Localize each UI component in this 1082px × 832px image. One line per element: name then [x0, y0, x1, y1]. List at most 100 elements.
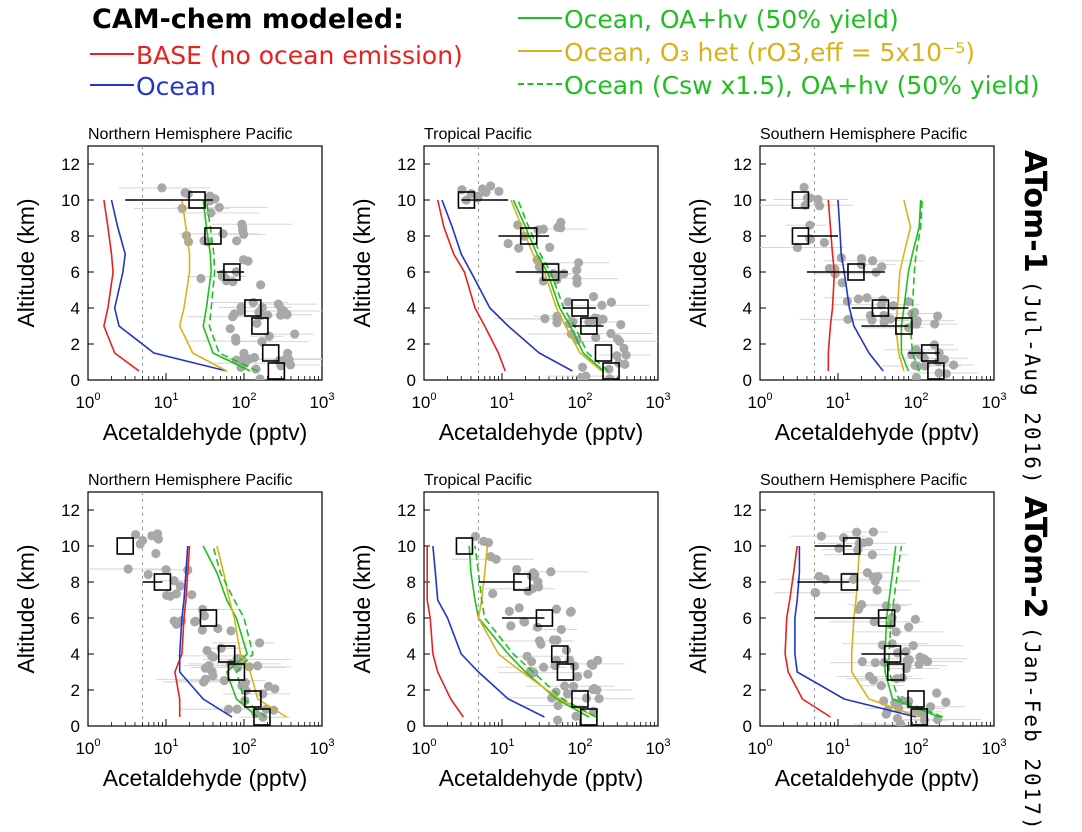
observation-point: [941, 697, 951, 707]
y-tick-label: 0: [743, 717, 752, 736]
median-box: [513, 573, 531, 591]
y-tick-label: 6: [743, 609, 752, 628]
y-tick-label: 10: [733, 537, 752, 556]
model-line: [900, 199, 922, 372]
y-tick-label: 10: [397, 537, 416, 556]
y-axis-label: Altitude (km): [685, 544, 711, 673]
observation-point: [207, 666, 217, 677]
median-box: [847, 263, 865, 281]
x-tick-exponent: 1: [172, 391, 178, 403]
observation-point: [881, 709, 891, 719]
observation-point: [257, 337, 267, 347]
median-box: [842, 537, 861, 555]
plot-frame: [759, 491, 995, 727]
observation-point: [546, 567, 556, 577]
y-tick-label: 4: [743, 299, 752, 318]
y-tick-label: 8: [71, 227, 80, 246]
median-box: [580, 317, 598, 335]
model-line: [884, 545, 940, 718]
median-box: [927, 362, 945, 380]
y-tick-label: 6: [743, 263, 752, 282]
observation-point: [562, 689, 573, 699]
x-tick-label: 102: [231, 737, 256, 758]
x-tick-exponent: 3: [328, 737, 334, 749]
model-line: [909, 199, 923, 372]
legend-swatch-csw: [518, 83, 562, 85]
observation-point: [218, 229, 228, 239]
x-tick-exponent: 1: [508, 391, 514, 403]
observation-point: [226, 626, 236, 636]
y-tick-label: 12: [61, 155, 80, 174]
x-tick-label: 103: [981, 737, 1006, 758]
legend-swatch-oa-hv: [518, 17, 562, 19]
observation-point: [908, 640, 918, 651]
y-tick-label: 2: [743, 335, 752, 354]
observation-point: [597, 300, 607, 310]
y-tick-label: 2: [71, 335, 80, 354]
x-tick-exponent: 1: [844, 737, 850, 749]
plot-area: [426, 531, 635, 726]
legend-item-oa-hv: Ocean, OA+hv (50% yield): [518, 5, 899, 34]
y-axis-label: Altitude (km): [13, 544, 39, 673]
median-box: [455, 537, 474, 555]
legend-label-o3-het: Ocean, O₃ het (rO3,eff = 5x10⁻⁵): [564, 38, 975, 67]
observation-point: [561, 645, 572, 655]
legend-swatch-ocean: [90, 84, 134, 86]
observation-point: [551, 604, 562, 614]
observation-point: [814, 201, 825, 211]
model-line: [784, 545, 831, 718]
observation-point: [255, 638, 265, 648]
observation-point: [123, 564, 133, 574]
observation-point: [205, 196, 215, 206]
median-box: [571, 690, 589, 708]
observation-point: [572, 265, 582, 275]
x-tick-label: 101: [825, 737, 850, 758]
median-box: [920, 344, 939, 362]
observation-point: [196, 273, 206, 284]
observation-point: [868, 527, 878, 537]
median-box: [244, 690, 262, 708]
observation-point: [229, 309, 240, 319]
observation-point: [911, 372, 921, 380]
median-box: [883, 645, 902, 663]
x-axis-label: Acetaldehyde (pptv): [439, 765, 644, 791]
observation-point: [514, 243, 524, 253]
model-line: [202, 199, 251, 372]
observation-point: [851, 527, 862, 537]
observation-point: [486, 181, 496, 191]
legend-title: CAM-chem modeled:: [92, 4, 404, 35]
model-line: [512, 199, 605, 372]
y-tick-label: 0: [407, 371, 416, 390]
median-box: [840, 573, 859, 591]
x-tick-exponent: 2: [250, 737, 256, 749]
observation-point: [933, 311, 943, 321]
observation-point: [130, 530, 141, 540]
x-tick-label: 103: [309, 391, 334, 412]
model-line: [202, 545, 259, 718]
x-tick-exponent: 2: [922, 391, 928, 403]
observation-point: [504, 606, 514, 616]
observation-point: [157, 183, 167, 193]
y-tick-label: 6: [407, 263, 416, 282]
observation-point: [175, 581, 185, 591]
observation-point: [138, 535, 148, 546]
observation-point: [915, 350, 926, 360]
y-axis-label: Altitude (km): [349, 544, 375, 673]
legend-swatch-base: [90, 53, 134, 55]
observation-point: [853, 294, 863, 304]
median-box: [153, 573, 172, 591]
y-axis-label: Altitude (km): [685, 198, 711, 327]
median-box: [223, 263, 241, 281]
x-tick-exponent: 0: [94, 737, 100, 749]
y-tick-label: 10: [61, 191, 80, 210]
observation-point: [183, 189, 193, 199]
median-box: [188, 191, 206, 209]
observation-point: [848, 574, 859, 584]
x-axis-label: Acetaldehyde (pptv): [439, 419, 644, 445]
median-box: [199, 609, 218, 627]
legend-label-base: BASE (no ocean emission): [136, 41, 463, 70]
observation-point: [897, 673, 907, 683]
